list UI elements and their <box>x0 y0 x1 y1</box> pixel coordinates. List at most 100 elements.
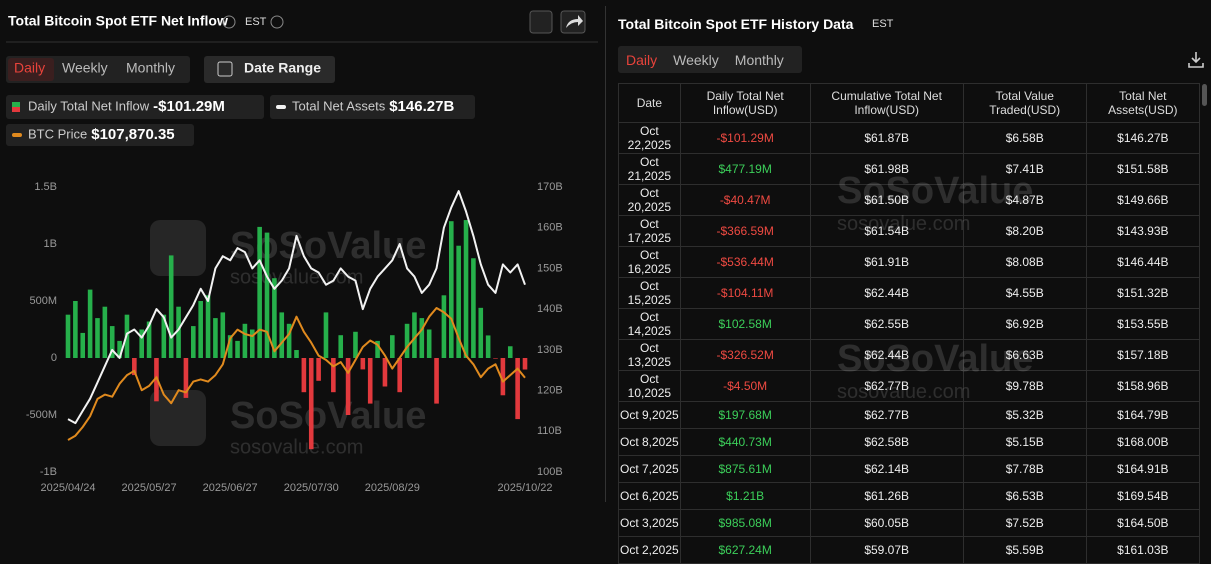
bar <box>183 358 189 398</box>
bar <box>205 295 211 358</box>
table-cell: $61.50B <box>809 184 964 216</box>
bar <box>168 255 174 358</box>
bar <box>286 323 292 358</box>
y-tick-label: 0 <box>51 352 57 364</box>
legend-value: $146.27B <box>389 98 454 115</box>
legend-swatch <box>12 107 20 112</box>
table-cell: $6.63B <box>962 339 1087 371</box>
timezone: EST <box>872 18 894 30</box>
tab[interactable]: Monthly <box>734 51 784 68</box>
table-cell: Oct 2,2025 <box>618 536 681 564</box>
legend-label: Total Net Assets <box>292 98 386 113</box>
fullscreen-button[interactable] <box>529 10 553 34</box>
table-cell: $7.41B <box>962 153 1087 185</box>
table-row: Oct 8,2025 $440.73M $62.58B $5.15B $168.00B <box>618 428 1201 456</box>
table-cell: Oct 22,2025 <box>618 122 681 154</box>
table-cell: $477.19M <box>679 153 811 185</box>
table-cell: $146.27B <box>1085 122 1201 154</box>
bar <box>493 358 498 359</box>
bar <box>478 307 484 358</box>
calendar-icon <box>217 61 233 77</box>
bar <box>95 318 100 358</box>
bar <box>485 335 491 358</box>
table-row: Oct 17,2025 -$366.59M $61.54B $8.20B $143.93… <box>618 215 1201 247</box>
table-cell: Oct 13,2025 <box>618 339 681 371</box>
column-header: Total Value Traded(USD) <box>962 83 1087 123</box>
table-row: Oct 16,2025 -$536.44M $61.91B $8.08B $146.44… <box>618 246 1201 278</box>
panel-title: Total Bitcoin Spot ETF Net Inflow <box>8 13 228 29</box>
y-tick-label: 140B <box>537 303 563 315</box>
watermark-brand: SoSoValue <box>230 225 426 267</box>
table-cell: -$40.47M <box>679 184 811 216</box>
y-tick-label: 1.5B <box>34 181 57 193</box>
bar <box>213 318 218 358</box>
table-cell: $153.55B <box>1085 308 1201 340</box>
table-cell: $169.54B <box>1085 482 1201 510</box>
info-icon[interactable] <box>222 15 236 29</box>
bar <box>301 358 307 393</box>
table-cell: $61.54B <box>809 215 964 247</box>
tab[interactable]: Weekly <box>62 60 108 76</box>
table-cell: $62.77B <box>809 370 964 402</box>
watermark-site: sosovalue.com <box>230 266 363 288</box>
bar <box>353 331 358 358</box>
y-tick-label: 1B <box>44 238 57 250</box>
tab-bar: Daily Weekly Monthly <box>618 46 802 73</box>
bar <box>456 245 461 358</box>
info-icon[interactable] <box>270 15 284 29</box>
legend-label: Daily Total Net Inflow <box>28 98 150 113</box>
column-header: Cumulative Total Net Inflow(USD) <box>809 83 964 123</box>
tab[interactable]: Daily <box>626 51 658 68</box>
watermark-brand: SoSoValue <box>230 395 426 437</box>
share-icon <box>566 15 583 28</box>
table-cell: $61.87B <box>809 122 964 154</box>
bar <box>345 358 351 415</box>
table-cell: $8.08B <box>962 246 1087 278</box>
table-cell: $161.03B <box>1085 536 1201 564</box>
bar <box>419 318 425 358</box>
table-row: Oct 10,2025 -$4.50M $62.77B $9.78B $158.96B <box>618 370 1201 402</box>
y-tick-label: 170B <box>537 181 563 193</box>
y-tick-label: 100B <box>537 466 563 478</box>
x-tick-label: 2025/04/24 <box>40 482 95 494</box>
date-range-button[interactable] <box>204 56 335 83</box>
table-cell: $143.93B <box>1085 215 1201 247</box>
x-tick-label: 2025/08/29 <box>365 482 420 494</box>
bar <box>220 312 226 358</box>
table-cell: Oct 14,2025 <box>618 308 681 340</box>
bar <box>198 301 203 358</box>
table-cell: Oct 16,2025 <box>618 246 681 278</box>
y-tick-label: 500M <box>29 295 57 307</box>
page: Total Bitcoin Spot ETF Net Inflow EST Da… <box>6 6 1207 564</box>
watermark-site: sosovalue.com <box>230 436 363 458</box>
download-icon[interactable] <box>1186 50 1206 70</box>
bar <box>426 329 432 358</box>
scrollbar[interactable] <box>1202 84 1207 106</box>
bar <box>323 312 329 358</box>
tab[interactable]: Monthly <box>126 60 175 76</box>
bar <box>367 358 373 404</box>
bar <box>360 358 366 370</box>
table-cell: $151.32B <box>1085 277 1201 309</box>
tab[interactable]: Weekly <box>673 51 719 68</box>
table-cell: $62.14B <box>809 455 964 483</box>
table-cell: $168.00B <box>1085 428 1201 456</box>
table-cell: $61.26B <box>809 482 964 510</box>
bar <box>109 326 115 358</box>
bar <box>308 358 314 450</box>
table-cell: Oct 17,2025 <box>618 215 681 247</box>
table-cell: $149.66B <box>1085 184 1201 216</box>
bar <box>404 323 410 358</box>
history-table: Date Daily Total Net Inflow(USD) Cumulativ… <box>618 83 1201 564</box>
column-header: Daily Total Net Inflow(USD) <box>679 83 811 123</box>
table-cell: $6.92B <box>962 308 1087 340</box>
tab[interactable]: Daily <box>14 60 45 76</box>
table-cell: $62.44B <box>809 277 964 309</box>
legend-swatch <box>276 105 286 109</box>
line <box>67 307 526 441</box>
legend-value: $107,870.35 <box>91 126 174 143</box>
bar <box>249 329 255 358</box>
legend-swatch <box>12 133 22 137</box>
watermark-logo <box>150 220 206 276</box>
table-cell: $8.20B <box>962 215 1087 247</box>
